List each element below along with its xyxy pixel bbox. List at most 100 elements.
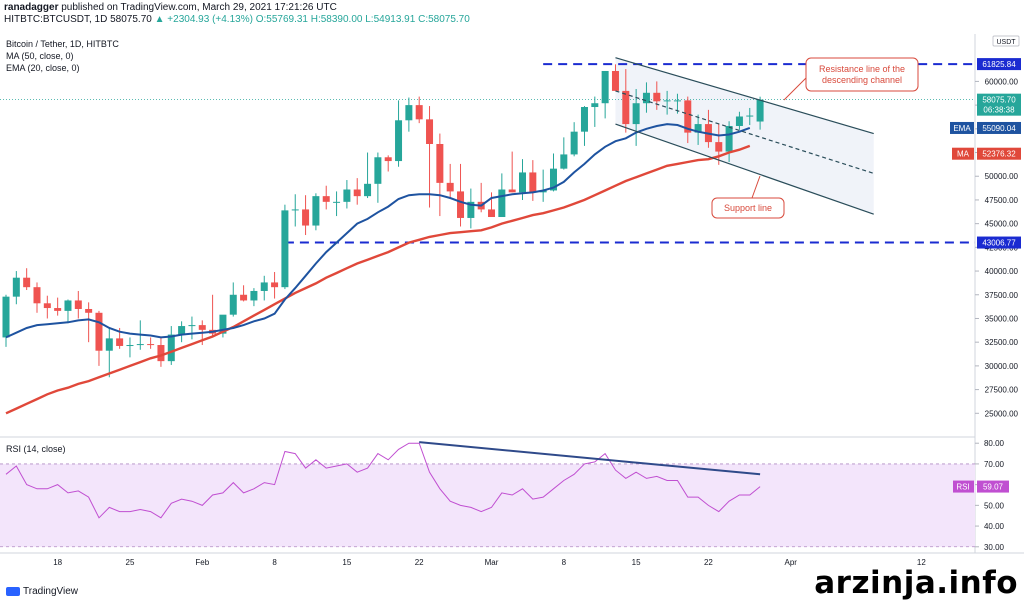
high-level-badge: 61825.84: [982, 60, 1016, 69]
resistance-annotation-box: [805, 57, 919, 92]
rsi-tag: RSI: [956, 483, 969, 492]
candle-body: [126, 345, 134, 347]
legend-rsi: RSI (14, close): [6, 444, 66, 454]
candle-body: [322, 196, 330, 202]
candle-body: [64, 300, 72, 311]
time-tick-label: 15: [632, 558, 641, 567]
candle-body: [560, 154, 568, 169]
price-tick-label: 32500.00: [985, 338, 1019, 347]
time-tick-label: Apr: [785, 558, 798, 567]
candle-body: [446, 182, 454, 192]
candle-body: [229, 294, 237, 315]
candle-body: [611, 70, 619, 91]
candle-body: [570, 131, 578, 155]
time-tick-label: 22: [415, 558, 424, 567]
open-value: O:55769.31: [255, 14, 308, 25]
candle-body: [694, 124, 702, 133]
candle-body: [250, 290, 258, 301]
candle-body: [601, 70, 609, 104]
rsi-band-fill: [0, 463, 975, 547]
candle-body: [353, 189, 361, 197]
candle-body: [498, 189, 506, 218]
price-tick-label: 37500.00: [985, 291, 1019, 300]
rsi-tick-label: 30.00: [984, 543, 1005, 552]
candle-body: [725, 125, 733, 152]
rsi-tick-label: 80.00: [984, 439, 1005, 448]
candle-body: [23, 277, 31, 288]
candle-body: [2, 296, 10, 338]
legend-title: Bitcoin / Tether, 1D, HITBTC: [6, 39, 119, 49]
publisher-name: ranadagger: [4, 2, 59, 13]
high-level-badge-bg: [977, 58, 1021, 71]
resistance-annotation-line1: Resistance line of the: [819, 64, 905, 74]
candle-body: [622, 90, 630, 125]
last-price: 58075.70: [110, 14, 152, 25]
ma-value-badge: 52376.32: [982, 150, 1016, 159]
resistance-pointer: [783, 77, 807, 101]
publish-info: ranadagger published on TradingView.com,…: [4, 2, 337, 13]
legend-ema: EMA (20, close, 0): [6, 63, 80, 73]
candle-body: [74, 300, 82, 309]
ma-value-badge-bg: [977, 147, 1021, 160]
candle-body: [43, 303, 51, 309]
ohlc-line: HITBTC:BTCUSDT, 1D 58075.70 ▲ +2304.93 (…: [4, 14, 470, 25]
ma-tag: MA: [957, 150, 970, 159]
candle-body: [178, 326, 186, 335]
low-level-badge-bg: [977, 236, 1021, 249]
ema-value-badge-bg: [977, 121, 1021, 134]
candle-body: [54, 308, 62, 311]
candle-body: [281, 210, 289, 288]
candle-body: [405, 105, 413, 121]
candle-body: [580, 107, 588, 132]
time-tick-label: Mar: [485, 558, 499, 567]
watermark: arzinja.info: [814, 565, 1018, 601]
time-tick-label: 8: [562, 558, 567, 567]
price-tick-label: 50000.00: [985, 172, 1019, 181]
tradingview-brand[interactable]: TradingView: [6, 586, 78, 597]
ma-tag-bg: [952, 147, 974, 160]
candle-body: [271, 282, 279, 288]
candle-body: [673, 100, 681, 102]
candle-body: [549, 168, 557, 191]
candle-body: [746, 115, 754, 117]
candle-body: [529, 172, 537, 193]
candle-body: [219, 314, 227, 334]
candle-body: [519, 172, 526, 193]
channel-fill: [615, 57, 874, 215]
candle-body: [663, 100, 671, 102]
rsi-value-badge: 59.07: [983, 483, 1004, 492]
time-tick-label: 25: [126, 558, 135, 567]
rsi-divergence-line: [419, 441, 761, 476]
candle-body: [343, 189, 351, 202]
rsi-tick-label: 50.00: [984, 501, 1005, 510]
candle-body: [147, 344, 155, 346]
time-tick-label: 18: [53, 558, 62, 567]
high-value: H:58390.00: [310, 14, 363, 25]
price-tick-label: 60000.00: [985, 77, 1019, 86]
candle-body: [260, 282, 268, 291]
ema-tag-bg: [950, 121, 974, 134]
candle-body: [302, 209, 310, 226]
candle-body: [85, 308, 93, 313]
candle-body: [291, 209, 299, 211]
low-value: L:54913.91: [365, 14, 416, 25]
price-change: ▲ +2304.93 (+4.13%): [154, 14, 253, 25]
candle-body: [426, 119, 434, 144]
ma50-line: [5, 144, 751, 415]
rsi-tick-label: 70.00: [984, 460, 1005, 469]
candle-body: [312, 196, 320, 226]
rsi-tick-label: 40.00: [984, 522, 1005, 531]
price-tick-label: 47500.00: [985, 196, 1019, 205]
candle-body: [374, 157, 382, 184]
rsi-line: [5, 442, 761, 519]
candle-body: [653, 92, 661, 102]
candle-body: [436, 143, 444, 183]
channel-mid-line: [615, 90, 874, 174]
candle-body: [591, 103, 599, 108]
candle-body: [188, 325, 196, 327]
currency-box: [992, 35, 1020, 47]
published-text: published on TradingView.com, March 29, …: [61, 2, 337, 13]
support-pointer: [751, 175, 761, 199]
candle-body: [105, 338, 113, 351]
